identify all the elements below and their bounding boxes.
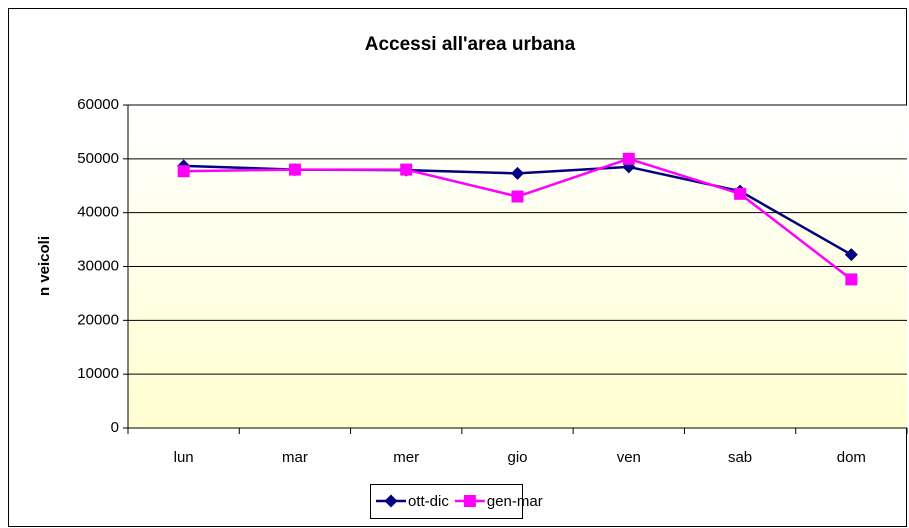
y-tick-label: 50000 xyxy=(77,150,119,167)
y-tick-label: 60000 xyxy=(77,96,119,113)
x-tick-label: dom xyxy=(837,449,866,466)
legend-label: ott-dic xyxy=(408,493,449,510)
legend-marker xyxy=(384,494,398,508)
data-point xyxy=(177,165,190,178)
x-tick-label: mar xyxy=(282,449,308,466)
y-tick-label: 30000 xyxy=(77,257,119,274)
y-tick-label: 10000 xyxy=(77,365,119,382)
y-tick-label: 0 xyxy=(111,419,119,436)
data-point xyxy=(622,152,635,165)
data-point xyxy=(511,166,524,180)
data-point xyxy=(734,187,747,200)
data-point xyxy=(845,273,858,286)
y-tick-label: 20000 xyxy=(77,311,119,328)
y-tick-label: 40000 xyxy=(77,204,119,221)
y-axis-label: n veicoli xyxy=(36,236,53,296)
x-tick-label: sab xyxy=(728,449,752,466)
legend: ott-dic gen-mar xyxy=(370,484,543,519)
data-point xyxy=(844,248,858,262)
data-point xyxy=(511,190,524,203)
legend-marker xyxy=(463,495,476,507)
data-point xyxy=(288,163,301,176)
chart-title: Accessi all'area urbana xyxy=(365,34,576,55)
x-tick-label: gio xyxy=(507,449,527,466)
x-tick-label: lun xyxy=(174,449,194,466)
legend-label: gen-mar xyxy=(487,493,543,510)
x-tick-label: ven xyxy=(617,449,641,466)
data-point xyxy=(400,163,413,176)
x-tick-label: mer xyxy=(393,449,419,466)
